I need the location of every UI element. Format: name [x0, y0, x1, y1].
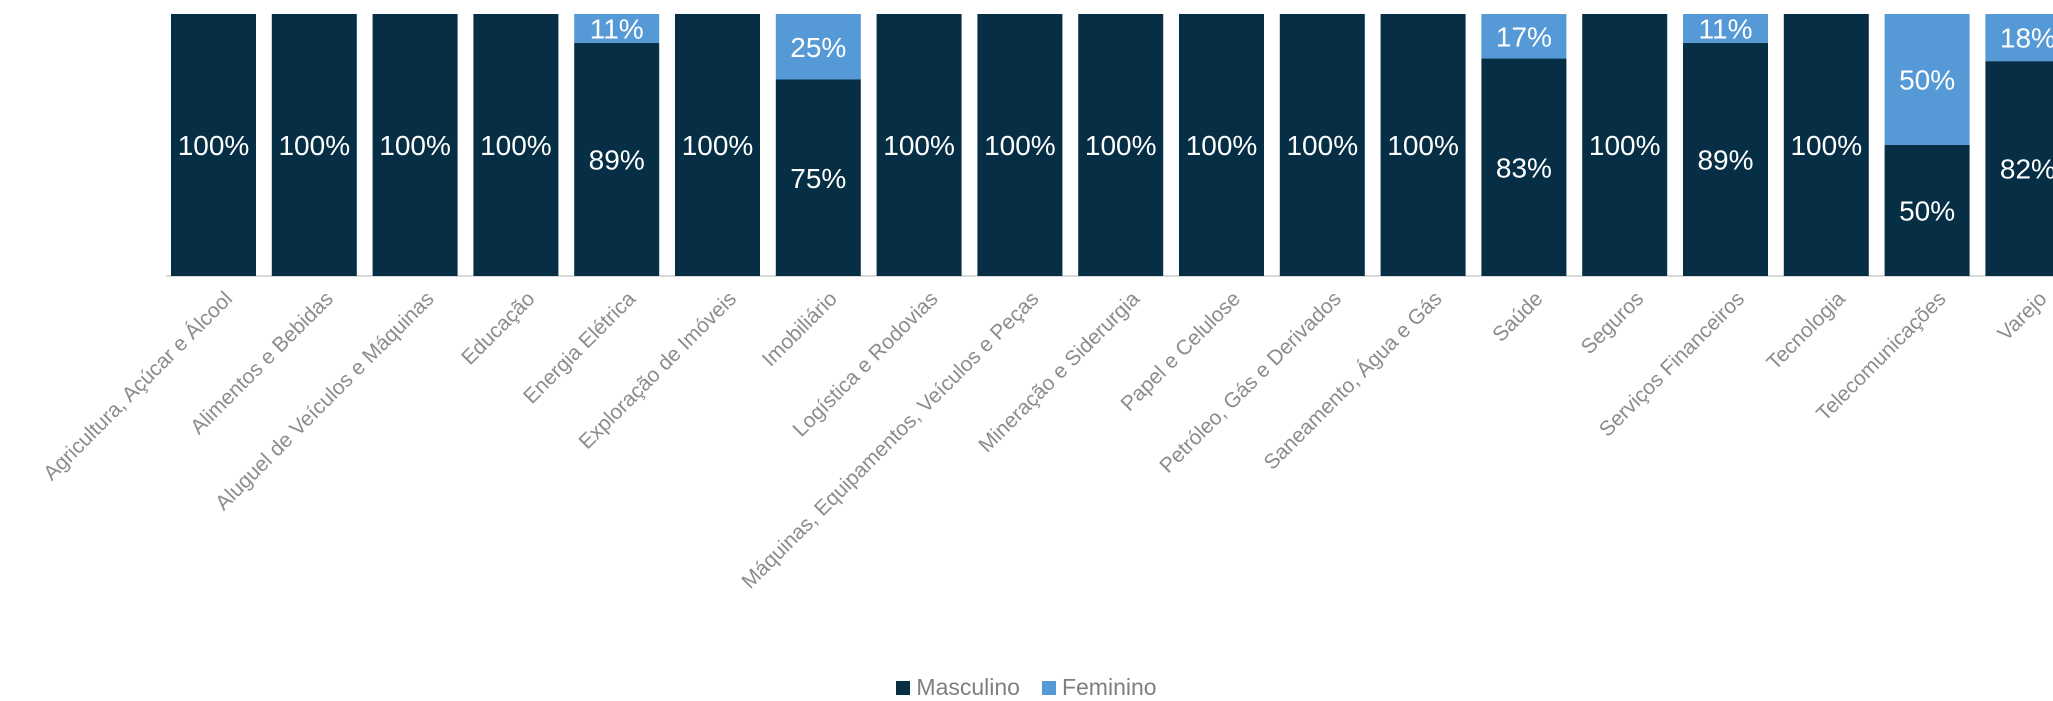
bar-feminino-telecomunicacoes: [1884, 14, 1970, 145]
value-label-masculino-seguros: 100%: [1589, 130, 1661, 161]
bar-masculino-educacao: [473, 14, 559, 276]
value-label-masculino-logistica-e-rodovias: 100%: [883, 130, 955, 161]
legend-label-masculino: Masculino: [916, 674, 1020, 700]
bar-masculino-agricultura-acucar-e-alcool: [171, 14, 256, 276]
value-label-masculino-educacao: 100%: [480, 130, 552, 161]
bar-masculino-energia-eletrica: [574, 42, 660, 276]
bar-masculino-varejo: [1985, 61, 2053, 276]
bar-feminino-imobiliario: [775, 14, 861, 80]
category-label-educacao: Educação: [457, 287, 539, 369]
value-label-feminino-varejo: 18%: [2000, 23, 2053, 54]
category-label-petroleo-gas-e-derivados: Petróleo, Gás e Derivados: [1155, 287, 1345, 477]
bar-masculino-tecnologia: [1783, 14, 1869, 276]
bar-feminino-servicos-financeiros: [1683, 14, 1768, 43]
value-label-masculino-servicos-financeiros: 89%: [1697, 144, 1753, 175]
category-label-imobiliario: Imobiliário: [758, 287, 842, 371]
value-label-feminino-energia-eletrica: 11%: [590, 13, 644, 44]
bar-masculino-maquinas-equipamentos-veiculos-e-pecas: [977, 14, 1063, 276]
value-label-masculino-exploracao-de-imoveis: 100%: [682, 130, 754, 161]
value-label-masculino-imobiliario: 75%: [790, 163, 846, 194]
bar-masculino-exploracao-de-imoveis: [675, 14, 760, 276]
legend-swatch-feminino: [1041, 680, 1056, 695]
value-label-masculino-telecomunicacoes: 50%: [1899, 196, 1955, 227]
bar-masculino-alimentos-e-bebidas: [271, 14, 357, 276]
value-label-masculino-saneamento-agua-e-gas: 100%: [1387, 130, 1459, 161]
bar-masculino-seguros: [1582, 14, 1668, 276]
value-label-feminino-imobiliario: 25%: [790, 32, 846, 63]
bar-masculino-saude: [1481, 58, 1567, 276]
bar-feminino-varejo: [1985, 14, 2053, 62]
value-label-masculino-agricultura-acucar-e-alcool: 100%: [178, 130, 250, 161]
legend-item-masculino: Masculino: [896, 674, 1020, 701]
value-label-feminino-telecomunicacoes: 50%: [1899, 65, 1955, 96]
category-label-agricultura-acucar-e-alcool: Agricultura, Açúcar e Álcool: [39, 287, 237, 485]
value-label-feminino-saude: 17%: [1496, 21, 1552, 52]
legend-label-feminino: Feminino: [1061, 674, 1157, 700]
value-label-masculino-varejo: 82%: [2000, 154, 2053, 185]
value-label-masculino-petroleo-gas-e-derivados: 100%: [1286, 130, 1358, 161]
value-label-masculino-saude: 83%: [1496, 152, 1552, 183]
bar-masculino-aluguel-de-veiculos-e-maquinas: [372, 14, 458, 276]
stacked-bar-chart: 100% 100% 100% 100% 89% 11% 100% 75% 25% 100% 100%…: [39, 13, 2053, 593]
bar-masculino-logistica-e-rodovias: [876, 14, 962, 276]
bar-masculino-servicos-financeiros: [1683, 42, 1768, 276]
bar-masculino-saneamento-agua-e-gas: [1380, 14, 1466, 276]
bar-masculino-mineracao-e-siderurgia: [1078, 14, 1164, 276]
value-label-masculino-tecnologia: 100%: [1790, 130, 1862, 161]
value-label-masculino-mineracao-e-siderurgia: 100%: [1085, 130, 1157, 161]
category-label-saude: Saúde: [1488, 287, 1547, 346]
bar-masculino-papel-e-celulose: [1179, 14, 1264, 276]
value-label-masculino-maquinas-equipamentos-veiculos-e-pecas: 100%: [984, 130, 1056, 161]
category-label-varejo: Varejo: [1993, 287, 2051, 345]
category-label-mineracao-e-siderurgia: Mineração e Siderurgia: [974, 287, 1144, 457]
bar-feminino-saude: [1481, 14, 1567, 59]
value-label-feminino-servicos-financeiros: 11%: [1699, 13, 1753, 44]
bar-masculino-telecomunicacoes: [1884, 145, 1970, 276]
value-labels-group: 100% 100% 100% 100% 89% 11% 100% 75% 25% 100% 100%…: [178, 13, 2053, 226]
legend: Masculino Feminino: [0, 674, 2053, 701]
value-label-masculino-aluguel-de-veiculos-e-maquinas: 100%: [379, 130, 451, 161]
category-label-aluguel-de-veiculos-e-maquinas: Aluguel de Veículos e Máquinas: [211, 287, 439, 515]
bar-feminino-energia-eletrica: [574, 14, 660, 43]
bars-group: [171, 14, 2053, 276]
category-label-seguros: Seguros: [1577, 287, 1649, 359]
bar-masculino-imobiliario: [775, 79, 861, 276]
legend-swatch-masculino: [896, 680, 911, 695]
category-label-tecnologia: Tecnologia: [1763, 287, 1850, 374]
value-label-masculino-energia-eletrica: 89%: [589, 144, 645, 175]
bar-masculino-petroleo-gas-e-derivados: [1279, 14, 1365, 276]
value-label-masculino-papel-e-celulose: 100%: [1186, 130, 1258, 161]
category-label-saneamento-agua-e-gas: Saneamento, Água e Gás: [1259, 287, 1446, 474]
legend-item-feminino: Feminino: [1041, 674, 1157, 701]
value-label-masculino-alimentos-e-bebidas: 100%: [278, 130, 350, 161]
